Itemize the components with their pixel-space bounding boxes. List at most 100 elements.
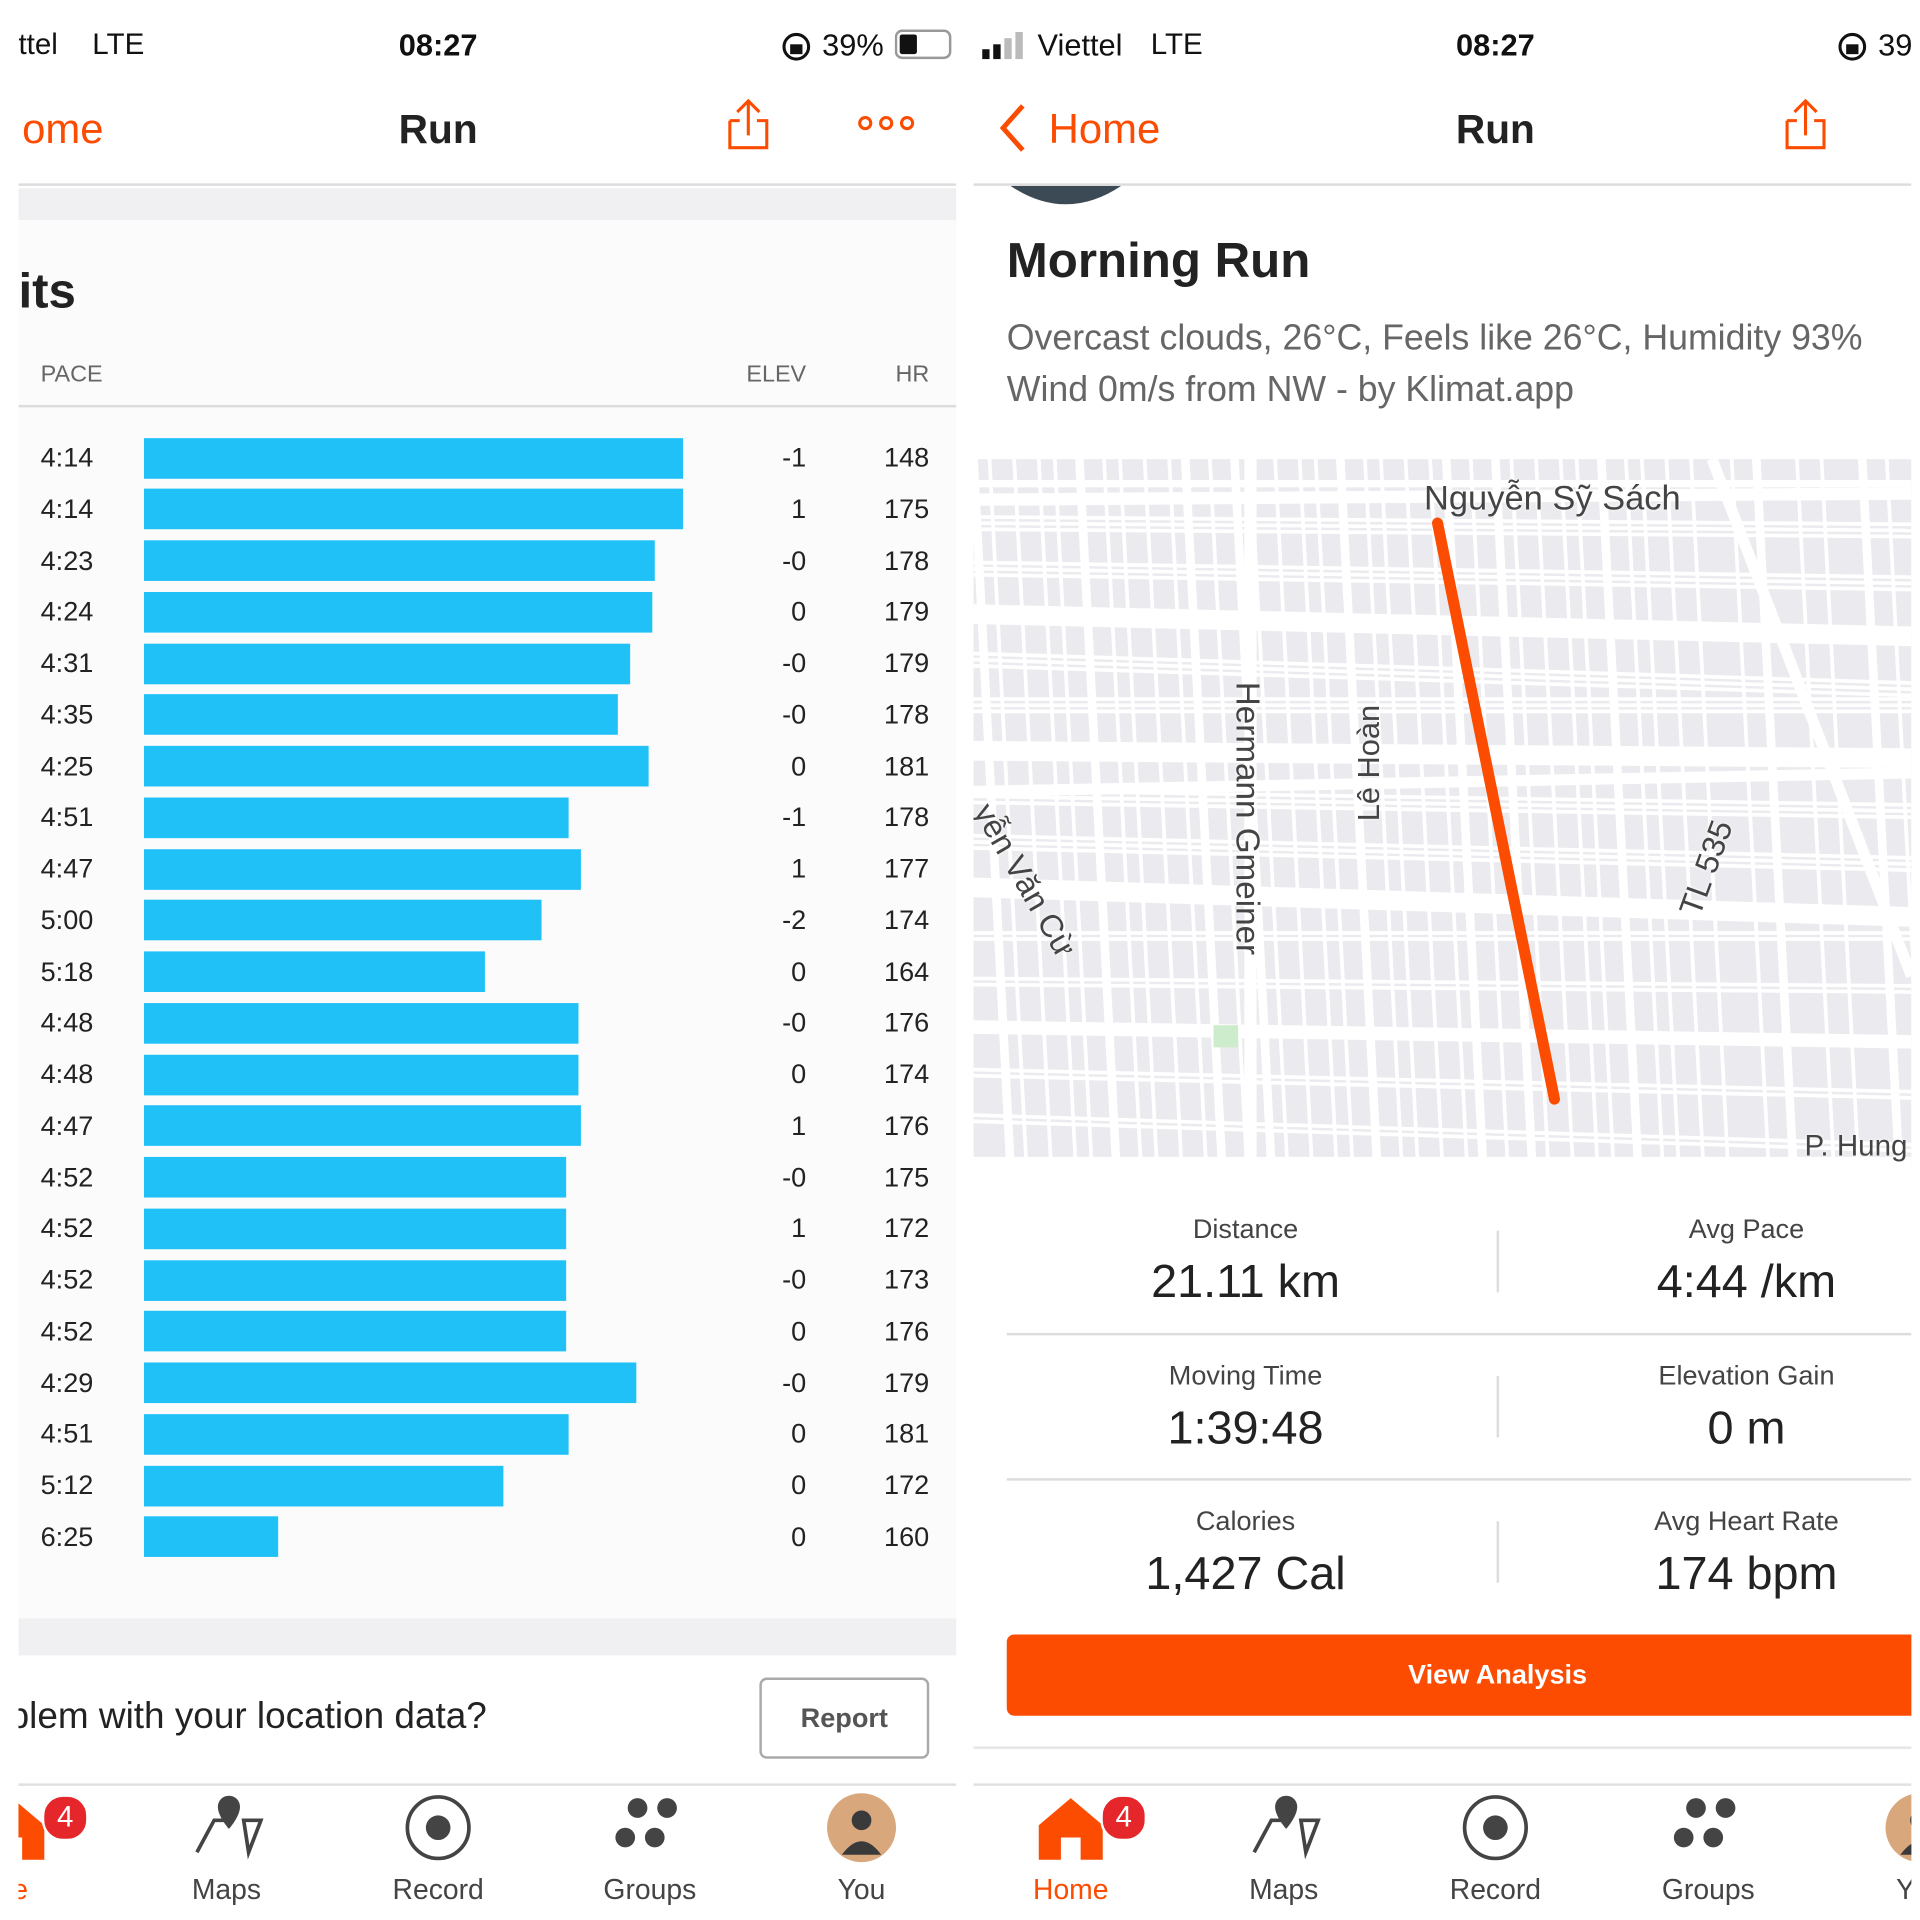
tab-icon[interactable]: [1034, 1791, 1108, 1865]
split-hr: 178: [884, 698, 930, 730]
tab-icon[interactable]: [825, 1791, 899, 1865]
split-pace: 4:48: [40, 1007, 94, 1038]
tabbar-divider: [18, 1783, 957, 1786]
nav-divider: [973, 183, 1912, 186]
tab-label[interactable]: You: [1896, 1873, 1912, 1906]
tab-icon[interactable]: [1883, 1791, 1912, 1865]
share-button[interactable]: [725, 98, 774, 152]
split-pace: 4:52: [40, 1315, 94, 1347]
pace-bar: [143, 643, 631, 684]
pace-bar: [143, 1208, 566, 1250]
split-pace: 4:51: [40, 801, 94, 833]
pace-bar: [143, 1311, 566, 1352]
status-network: LTE: [1150, 28, 1203, 62]
section-divider: [973, 1746, 1912, 1749]
split-elev: 0: [791, 750, 807, 781]
split-pace: 4:51: [40, 1418, 94, 1450]
tab-label[interactable]: Maps: [1249, 1873, 1319, 1906]
pace-bar: [143, 437, 684, 479]
tab-badge: 4: [1100, 1794, 1148, 1842]
split-elev: -1: [782, 801, 807, 833]
tab-label[interactable]: You: [837, 1873, 886, 1906]
pace-bar: [143, 540, 656, 581]
tab-label[interactable]: Groups: [603, 1873, 697, 1906]
tabbar-divider: [973, 1783, 1912, 1786]
split-hr: 181: [884, 750, 930, 781]
back-link[interactable]: Home: [1048, 105, 1161, 153]
pace-bar: [143, 1465, 504, 1507]
tab-label[interactable]: Maps: [191, 1873, 262, 1906]
athlete-avatar: [1010, 185, 1122, 205]
pace-bar: [143, 1516, 279, 1558]
share-button[interactable]: [1782, 98, 1831, 152]
pace-bar: [143, 848, 582, 890]
tab-label[interactable]: ne: [18, 1875, 86, 1904]
split-pace: 4:48: [40, 1058, 94, 1090]
split-hr: 172: [884, 1212, 930, 1244]
split-hr: 181: [884, 1418, 930, 1450]
pace-bar: [143, 1157, 566, 1198]
status-time: 08:27: [398, 28, 478, 63]
map-label: Nguyễn Sỹ Sách: [1423, 478, 1681, 517]
header-divider: [18, 404, 957, 408]
split-hr: 179: [884, 1366, 930, 1398]
tab-icon[interactable]: [190, 1791, 264, 1865]
stats-divider: [1006, 1332, 1912, 1336]
left-screen: ttel LTE 08:27 39% ome Run its PACE ELEV HR 4:14 -1…: [18, 0, 957, 1920]
split-pace: 4:24: [40, 596, 94, 627]
split-hr: 177: [884, 853, 930, 884]
split-elev: 0: [791, 1521, 807, 1552]
split-pace: 5:12: [40, 1469, 94, 1501]
activity-wind: Wind 0m/s from NW - by Klimat.app: [1006, 370, 1574, 410]
more-button[interactable]: [858, 115, 917, 133]
split-elev: -2: [782, 904, 807, 936]
split-hr: 176: [884, 1315, 930, 1347]
stat-value: 1:39:48: [1167, 1402, 1324, 1455]
nav-title: Run: [1455, 105, 1535, 152]
tab-icon[interactable]: [1671, 1791, 1745, 1865]
split-pace: 5:00: [40, 904, 94, 936]
back-chevron[interactable]: [998, 103, 1030, 152]
tab-icon[interactable]: [1247, 1791, 1321, 1865]
tab-label[interactable]: Groups: [1661, 1873, 1755, 1906]
nav-title: Run: [398, 105, 478, 152]
report-button[interactable]: Report: [759, 1677, 930, 1759]
split-elev: -0: [782, 1366, 807, 1398]
stat-label: Calories: [1195, 1505, 1296, 1536]
column-header: PACE: [40, 361, 103, 388]
split-pace: 4:52: [40, 1161, 94, 1193]
split-pace: 4:47: [40, 1109, 94, 1141]
route-map: [973, 459, 1912, 1167]
section-gap: [18, 188, 957, 221]
split-pace: 5:18: [40, 955, 94, 987]
tab-icon[interactable]: [18, 1791, 49, 1865]
split-pace: 4:25: [40, 750, 94, 781]
split-elev: -0: [782, 1161, 807, 1193]
view-analysis-button[interactable]: View Analysis: [1006, 1634, 1912, 1716]
split-elev: 0: [791, 1418, 807, 1450]
pace-bar: [143, 1259, 566, 1301]
stat-value: 1,427 Cal: [1145, 1548, 1346, 1600]
tab-label[interactable]: Home: [1032, 1873, 1109, 1906]
pace-bar: [143, 1414, 569, 1455]
split-hr: 178: [884, 801, 930, 833]
status-time: 08:27: [1456, 28, 1535, 63]
back-link[interactable]: ome: [22, 105, 104, 153]
stat-value: 174 bpm: [1655, 1548, 1838, 1600]
split-elev: -0: [782, 698, 807, 730]
stat-value: 0 m: [1707, 1402, 1786, 1455]
tab-label[interactable]: Record: [392, 1873, 484, 1906]
pace-bar: [143, 797, 569, 838]
split-pace: 6:25: [40, 1521, 94, 1552]
pace-bar: [143, 1002, 579, 1044]
split-hr: 174: [884, 904, 930, 936]
tab-icon[interactable]: [401, 1791, 475, 1865]
tab-icon[interactable]: [1458, 1791, 1532, 1865]
stats-separator: [1496, 1230, 1500, 1293]
tab-icon[interactable]: [613, 1791, 687, 1865]
split-elev: -0: [782, 1264, 807, 1295]
tab-label[interactable]: Record: [1449, 1873, 1542, 1906]
stat-label: Distance: [1192, 1213, 1299, 1245]
split-hr: 160: [884, 1521, 930, 1552]
